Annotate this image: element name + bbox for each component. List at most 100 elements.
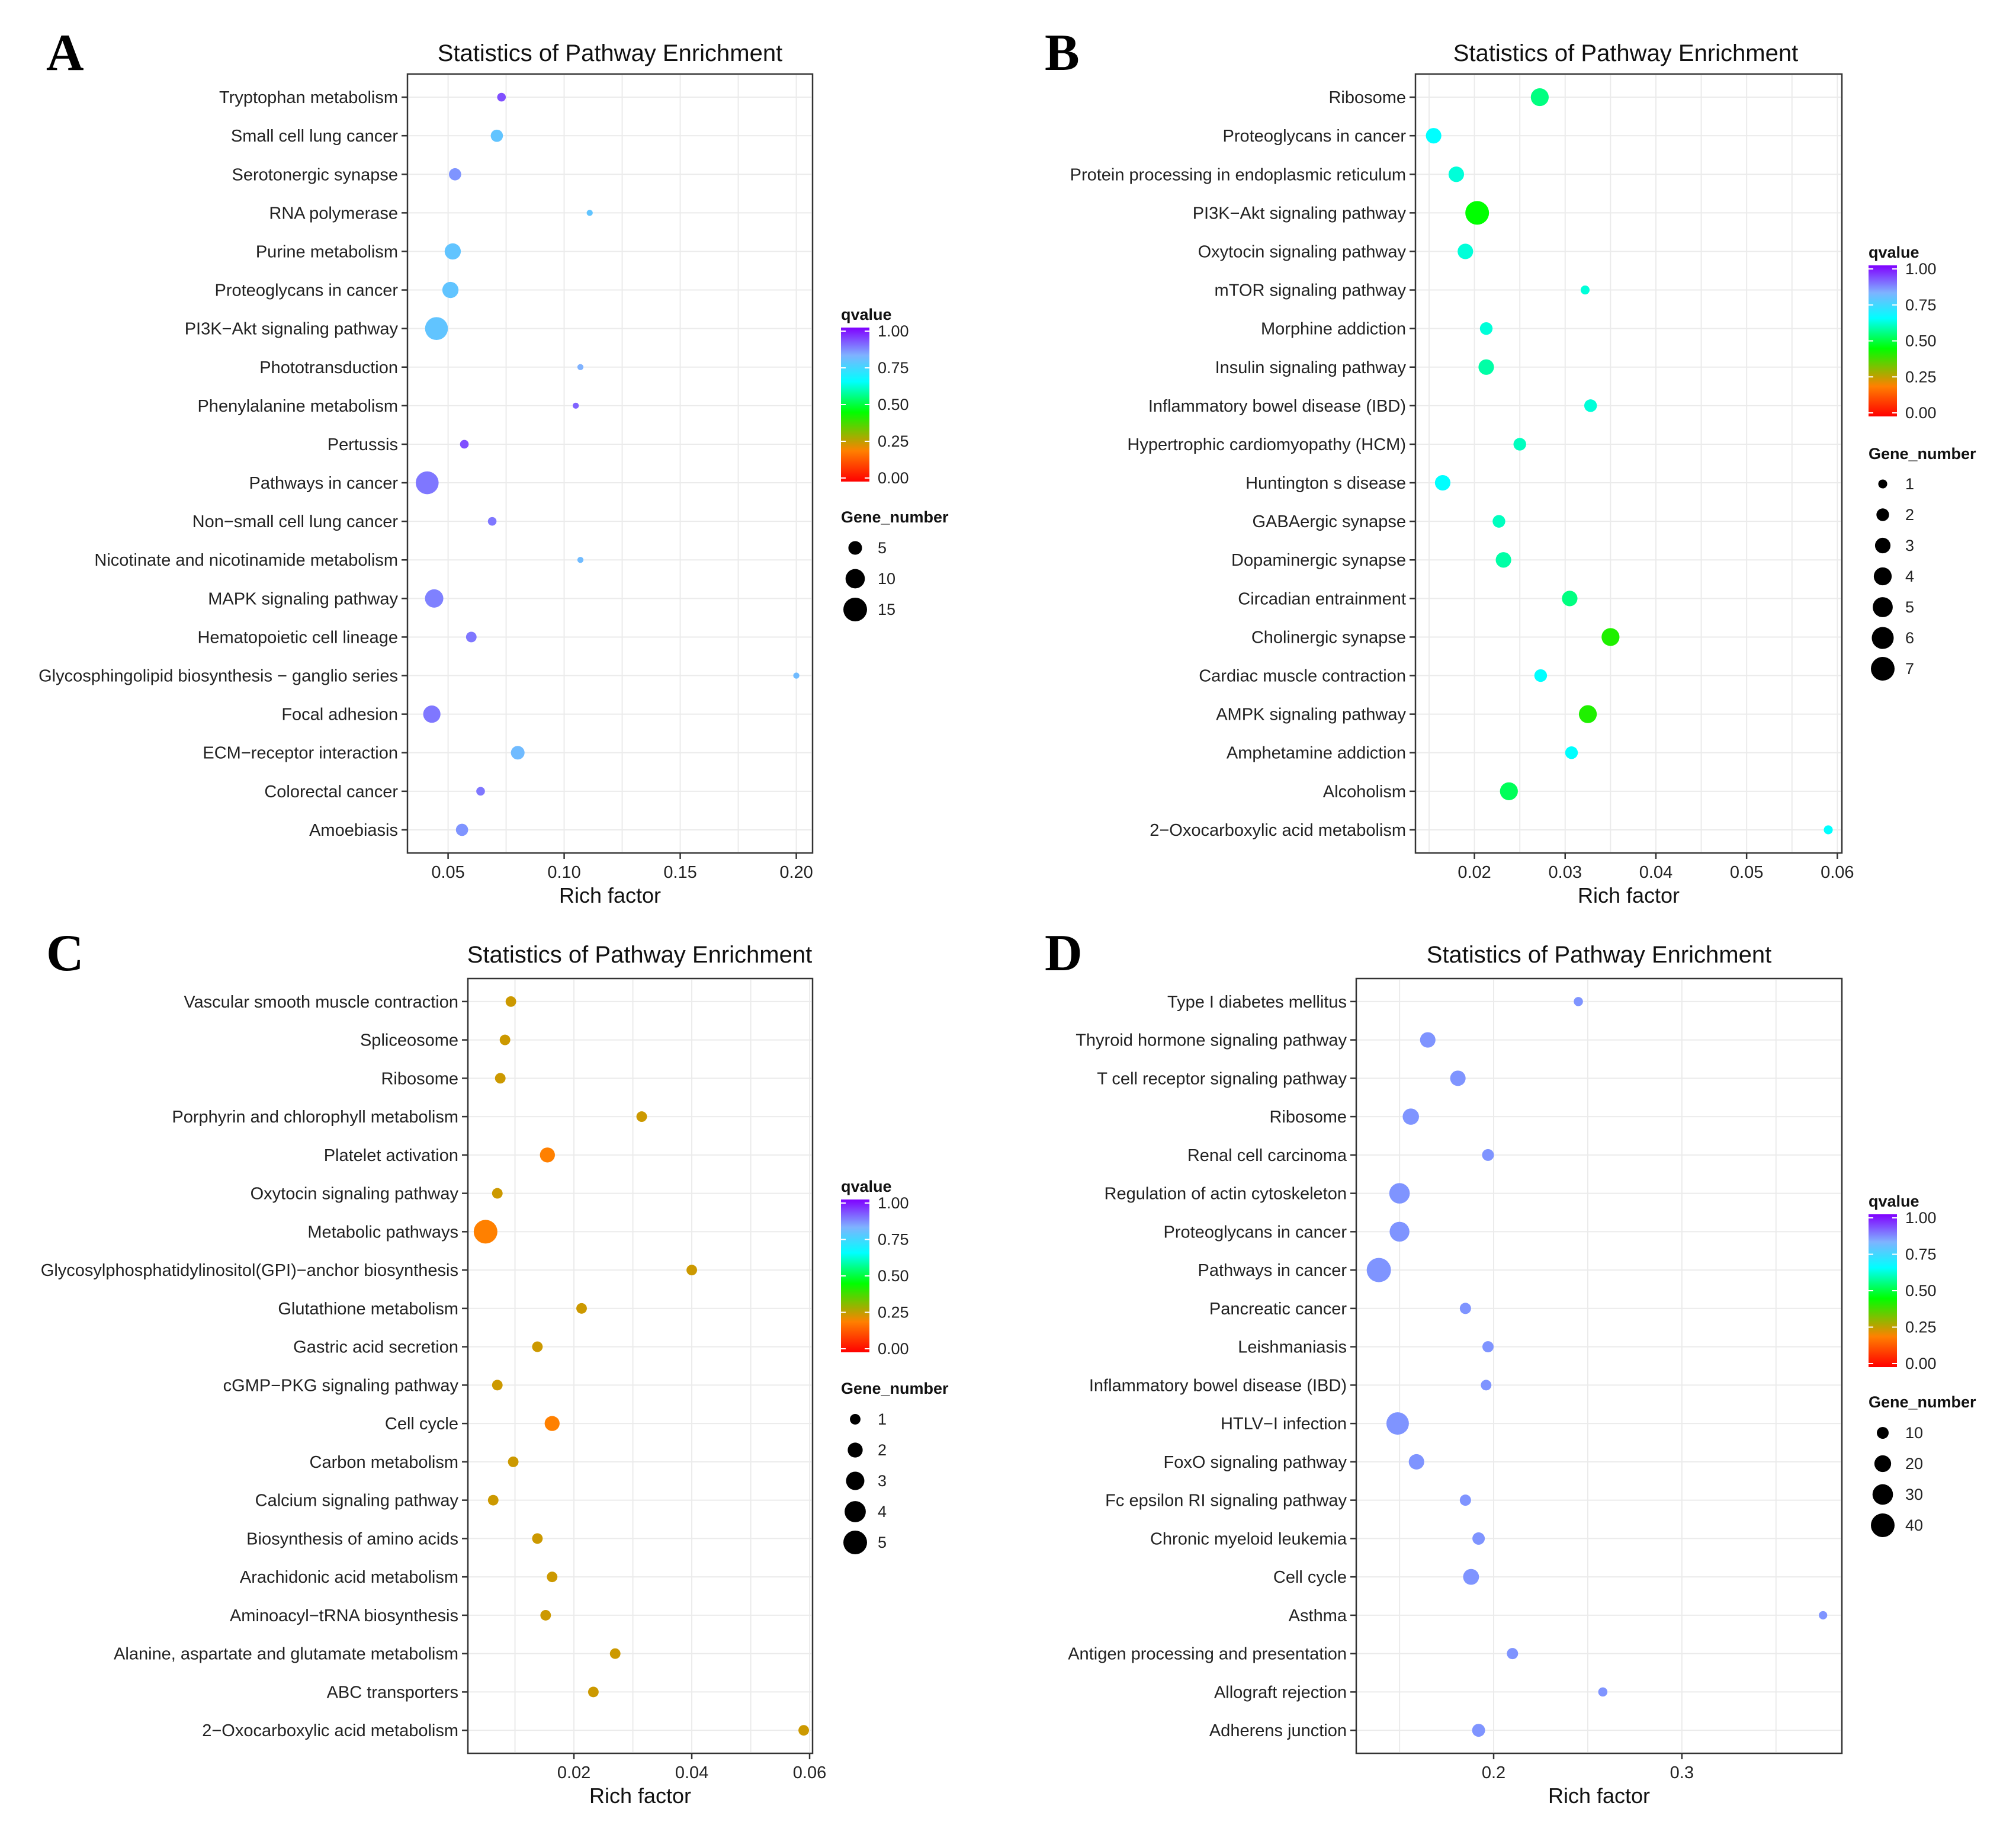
panel-letter: C bbox=[46, 925, 84, 982]
data-point: Ribosome bbox=[1530, 88, 1549, 107]
size-legend-label: 6 bbox=[1905, 629, 1914, 647]
data-point: Gastric acid secretion bbox=[532, 1341, 543, 1352]
category-label: PI3K−Akt signaling pathway bbox=[185, 320, 399, 339]
category-label: Type I diabetes mellitus bbox=[1167, 993, 1347, 1012]
category-label: Chronic myeloid leukemia bbox=[1150, 1529, 1347, 1548]
data-point: Asthma bbox=[1819, 1611, 1828, 1619]
qvalue-legend-label: 0.75 bbox=[878, 359, 909, 377]
qvalue-legend-label: 0.75 bbox=[1905, 296, 1937, 314]
qvalue-legend-label: 1.00 bbox=[878, 322, 909, 340]
size-legend-label: 5 bbox=[1905, 598, 1914, 616]
data-point: Circadian entrainment bbox=[1562, 591, 1578, 607]
data-point: Allograft rejection bbox=[1598, 1687, 1608, 1697]
data-point: Vascular smooth muscle contraction bbox=[505, 996, 516, 1007]
category-label: Gastric acid secretion bbox=[293, 1338, 458, 1357]
x-tick-label: 0.15 bbox=[663, 863, 696, 882]
data-point: Morphine addiction bbox=[1479, 322, 1493, 335]
size-legend-dot bbox=[1871, 1513, 1895, 1537]
category-label: Alcoholism bbox=[1323, 782, 1406, 801]
qvalue-legend-label: 0.25 bbox=[878, 432, 909, 450]
panel-a: A Statistics of Pathway Enrichment Tryptop… bbox=[38, 24, 949, 907]
data-point: Porphyrin and chlorophyll metabolism bbox=[636, 1111, 647, 1122]
qvalue-legend-label: 0.75 bbox=[878, 1231, 909, 1249]
data-point: Glycosylphosphatidylinositol(GPI)−anchor… bbox=[686, 1265, 697, 1276]
data-point: Amphetamine addiction bbox=[1565, 746, 1578, 759]
category-label: Purine metabolism bbox=[256, 242, 398, 261]
data-point: Cell cycle bbox=[1463, 1569, 1479, 1585]
data-point: Small cell lung cancer bbox=[490, 129, 503, 142]
size-legend-label: 3 bbox=[878, 1472, 887, 1490]
qvalue-legend-label: 0.50 bbox=[878, 396, 909, 413]
size-legend-dot bbox=[843, 598, 867, 621]
size-legend-dot bbox=[1873, 597, 1893, 617]
size-legend-label: 1 bbox=[1905, 475, 1914, 493]
data-point: Calcium signaling pathway bbox=[487, 1494, 499, 1506]
size-legend-dot bbox=[1872, 1484, 1893, 1505]
size-legend-label: 4 bbox=[1905, 567, 1914, 585]
category-label: Regulation of actin cytoskeleton bbox=[1105, 1185, 1347, 1204]
category-label: Oxytocin signaling pathway bbox=[251, 1185, 459, 1204]
category-label: Proteoglycans in cancer bbox=[1164, 1223, 1347, 1242]
qvalue-legend-title: qvalue bbox=[1869, 243, 1919, 261]
data-point: Inflammatory bowel disease (IBD) bbox=[1481, 1380, 1492, 1391]
size-legend-dot bbox=[845, 569, 865, 589]
category-label: HTLV−I infection bbox=[1221, 1415, 1347, 1433]
data-point: Hypertrophic cardiomyopathy (HCM) bbox=[1513, 438, 1526, 451]
category-label: Platelet activation bbox=[324, 1146, 458, 1165]
category-label: GABAergic synapse bbox=[1252, 512, 1406, 531]
data-point: Aminoacyl−tRNA biosynthesis bbox=[540, 1609, 551, 1621]
data-point: Phenylalanine metabolism bbox=[573, 402, 579, 409]
x-tick-label: 0.2 bbox=[1482, 1763, 1505, 1782]
data-point: HTLV−I infection bbox=[1386, 1412, 1409, 1435]
qvalue-legend-label: 1.00 bbox=[1905, 1209, 1937, 1227]
qvalue-legend-label: 0.00 bbox=[1905, 1355, 1937, 1372]
category-label: T cell receptor signaling pathway bbox=[1097, 1069, 1347, 1088]
category-label: Inflammatory bowel disease (IBD) bbox=[1148, 397, 1406, 416]
category-label: Cell cycle bbox=[1273, 1568, 1347, 1587]
size-legend-dot bbox=[1873, 567, 1892, 586]
data-point: PI3K−Akt signaling pathway bbox=[425, 317, 448, 340]
qvalue-legend-title: qvalue bbox=[841, 1178, 892, 1195]
category-label: Vascular smooth muscle contraction bbox=[184, 993, 458, 1012]
qvalue-legend-label: 0.50 bbox=[1905, 332, 1937, 350]
panel-d: D Statistics of Pathway Enrichment Type I … bbox=[1045, 925, 1976, 1808]
category-label: 2−Oxocarboxylic acid metabolism bbox=[202, 1721, 458, 1740]
size-legend-label: 4 bbox=[878, 1503, 887, 1521]
category-label: Hypertrophic cardiomyopathy (HCM) bbox=[1127, 435, 1406, 454]
size-legend-label: 20 bbox=[1905, 1455, 1923, 1473]
data-point: 2−Oxocarboxylic acid metabolism bbox=[1824, 825, 1833, 835]
x-tick-label: 0.02 bbox=[557, 1763, 590, 1782]
category-label: Inflammatory bowel disease (IBD) bbox=[1089, 1376, 1347, 1395]
data-point: Glycosphingolipid biosynthesis − ganglio… bbox=[793, 672, 800, 679]
panel-letter: B bbox=[1045, 24, 1080, 82]
data-point: Regulation of actin cytoskeleton bbox=[1389, 1183, 1410, 1204]
size-legend-label: 1 bbox=[878, 1410, 887, 1428]
category-label: 2−Oxocarboxylic acid metabolism bbox=[1150, 821, 1406, 840]
data-point: Spliceosome bbox=[499, 1034, 511, 1045]
size-legend-dot bbox=[1878, 479, 1887, 489]
category-label: Nicotinate and nicotinamide metabolism bbox=[94, 551, 398, 570]
category-label: Metabolic pathways bbox=[307, 1223, 458, 1242]
x-tick-label: 0.06 bbox=[793, 1763, 826, 1782]
qvalue-legend-label: 0.00 bbox=[878, 469, 909, 487]
chart-title: Statistics of Pathway Enrichment bbox=[1453, 40, 1798, 66]
category-label: Porphyrin and chlorophyll metabolism bbox=[172, 1108, 458, 1127]
category-label: Glycosylphosphatidylinositol(GPI)−anchor… bbox=[41, 1261, 458, 1280]
size-legend-label: 30 bbox=[1905, 1486, 1923, 1503]
x-tick-label: 0.04 bbox=[675, 1763, 708, 1782]
size-legend-label: 40 bbox=[1905, 1516, 1923, 1534]
data-point: AMPK signaling pathway bbox=[1578, 705, 1597, 723]
category-label: Amoebiasis bbox=[309, 821, 398, 840]
category-label: Fc epsilon RI signaling pathway bbox=[1105, 1492, 1347, 1510]
plot-area bbox=[1414, 73, 1843, 854]
category-label: Glycosphingolipid biosynthesis − ganglio… bbox=[38, 667, 398, 686]
data-point: Type I diabetes mellitus bbox=[1574, 997, 1583, 1006]
x-tick-label: 0.10 bbox=[547, 863, 580, 882]
chart-title: Statistics of Pathway Enrichment bbox=[467, 942, 812, 968]
x-tick-label: 0.06 bbox=[1821, 863, 1854, 882]
data-point: ABC transporters bbox=[588, 1686, 599, 1698]
category-label: Pancreatic cancer bbox=[1209, 1300, 1347, 1319]
data-point: Ribosome bbox=[495, 1073, 506, 1084]
category-label: ABC transporters bbox=[327, 1683, 458, 1702]
data-point: Metabolic pathways bbox=[473, 1220, 497, 1244]
